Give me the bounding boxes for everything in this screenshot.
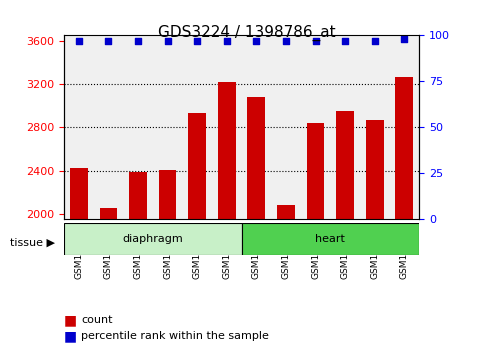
FancyBboxPatch shape (64, 223, 242, 255)
Bar (247, 97, 265, 219)
Text: percentile rank within the sample: percentile rank within the sample (81, 331, 269, 341)
Bar (366, 120, 384, 219)
Point (252, 38, 260, 44)
Point (341, 38, 349, 44)
Text: heart: heart (316, 234, 345, 244)
Text: count: count (81, 315, 113, 325)
Point (134, 38, 142, 44)
Bar (129, 172, 147, 219)
Bar (218, 82, 236, 219)
Text: ■: ■ (64, 313, 77, 327)
FancyBboxPatch shape (242, 223, 419, 255)
Text: diaphragm: diaphragm (122, 234, 183, 244)
Bar (336, 111, 354, 219)
Bar (277, 205, 295, 219)
Point (400, 36, 408, 42)
Bar (307, 123, 324, 219)
Bar (188, 113, 206, 219)
Text: ■: ■ (64, 329, 77, 343)
Point (312, 38, 319, 44)
Point (193, 38, 201, 44)
Point (223, 38, 231, 44)
Bar (100, 207, 117, 219)
Text: GDS3224 / 1398786_at: GDS3224 / 1398786_at (158, 25, 335, 41)
Bar (70, 167, 88, 219)
Bar (395, 76, 413, 219)
Bar (159, 170, 176, 219)
Point (282, 38, 290, 44)
Point (75, 38, 83, 44)
Point (164, 38, 172, 44)
Point (105, 38, 112, 44)
Point (371, 38, 379, 44)
Text: tissue ▶: tissue ▶ (10, 238, 55, 247)
